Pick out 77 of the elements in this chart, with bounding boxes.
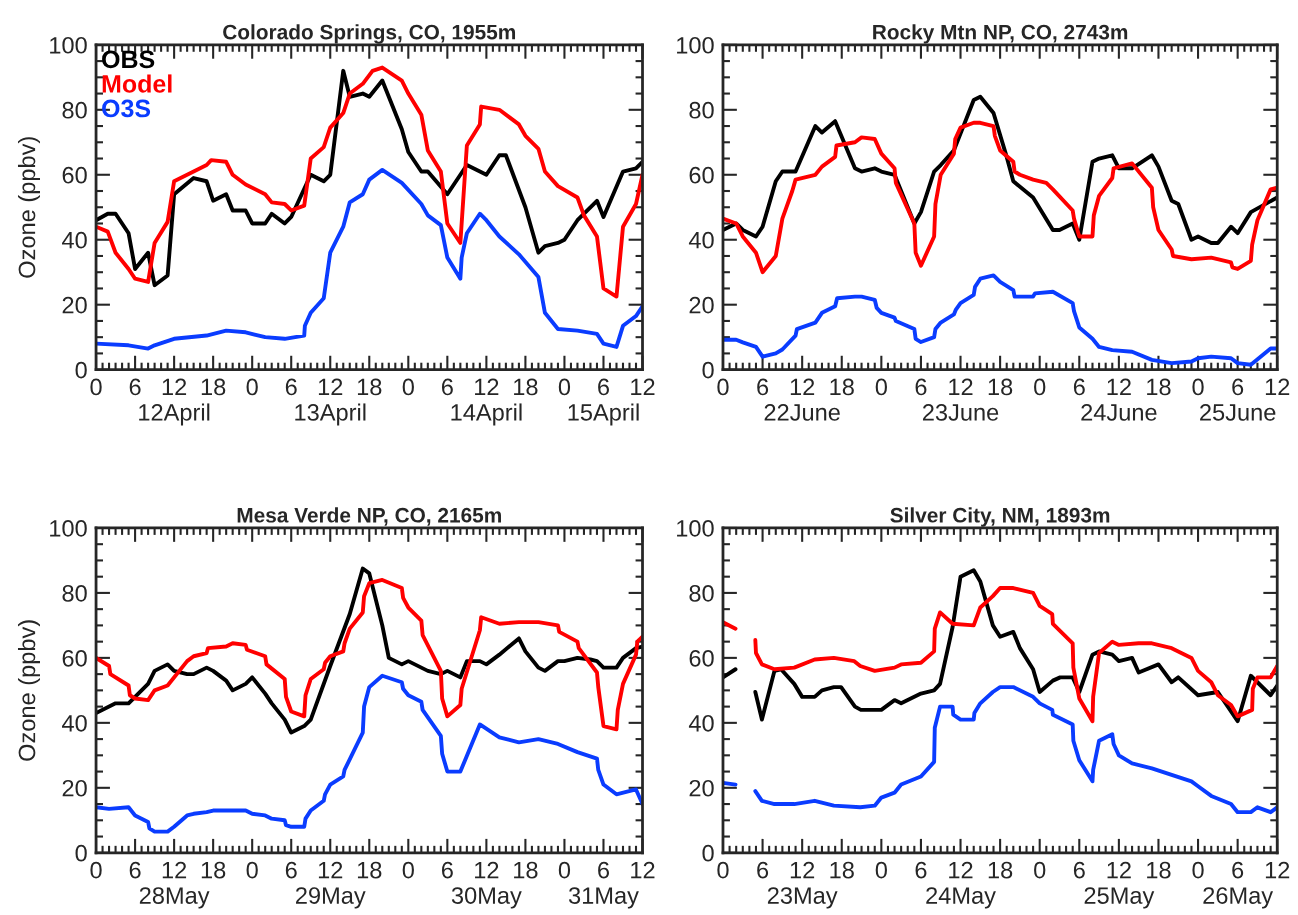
chart-title: Silver City, NM, 1893m [890,507,1110,527]
y-tick-label: 20 [62,296,87,314]
y-tick-label: 40 [62,231,87,249]
x-tick-label: 0 [558,378,571,396]
x-tick-label: 6 [441,378,453,396]
x-tick-label: 0 [1192,861,1204,879]
y-tick-label: 0 [75,844,87,862]
y-tick-label: 40 [62,714,87,732]
x-tick-label: 6 [129,861,141,879]
x-tick-label: 0 [717,378,729,396]
y-tick-label: 40 [688,714,714,732]
x-tick-label: 6 [285,378,297,396]
x-tick-label: 18 [988,861,1013,879]
x-tick-label: 18 [1147,378,1171,396]
x-tick-label: 12 [631,378,655,396]
y-tick-label: 100 [50,36,87,54]
x-tick-label: 0 [246,861,258,879]
x-tick-label: 18 [514,861,538,879]
x-tick-label: 0 [402,378,414,396]
chart-title: Colorado Springs, CO, 1955m [223,24,516,44]
x-tick-label: 18 [1147,861,1171,879]
x-tick-label: 0 [90,861,102,879]
y-tick-label: 40 [688,231,714,249]
x-tick-label: 0 [1034,861,1046,879]
x-tick-label: 0 [875,378,887,396]
text: OBS [102,50,155,69]
text: O3S [102,99,151,118]
x-tick-label: 0 [875,861,887,879]
y-tick-label: 20 [62,779,87,797]
y-tick-label: 0 [75,361,87,379]
x-tick-label: 0 [558,861,571,879]
x-tick-label: 6 [1073,861,1085,879]
x-tick-label: 0 [1034,378,1046,396]
x-tick-label: 12 [1265,378,1290,396]
x-tick-label: 12 [1265,861,1290,879]
y-tick-label: 100 [677,36,714,54]
x-tick-label: 6 [1073,378,1085,396]
x-tick-label: 6 [757,861,769,879]
y-tick-label: 60 [62,649,87,667]
y-tick-label: 80 [689,101,714,119]
x-tick-label: 6 [285,861,297,879]
x-tick-label: 6 [915,378,927,396]
y-tick-label: 80 [62,584,87,602]
y-tick-label: 20 [689,779,714,797]
y-tick-label: 100 [50,520,87,537]
y-tick-label: 80 [689,584,714,602]
x-tick-label: 0 [1192,378,1204,396]
x-tick-label: 0 [90,378,102,396]
x-tick-label: 12 [631,861,655,879]
y-tick-label: 100 [677,520,714,537]
y-axis-title: Ozone (ppbv) [17,137,40,278]
y-axis-title: Ozone (ppbv) [17,620,40,761]
x-tick-label: 18 [201,378,226,396]
x-tick-label: 18 [514,378,538,396]
x-tick-label: 6 [441,861,453,879]
text: Model [102,74,172,93]
chart-title: Mesa Verde NP, CO, 2165m [237,507,501,526]
x-tick-label: 6 [915,861,927,879]
x-tick-label: 18 [201,861,226,879]
x-tick-label: 18 [830,378,854,396]
x-tick-label: 18 [357,861,382,879]
x-tick-label: 18 [988,378,1013,396]
chart-title: Rocky Mtn NP, CO, 2743m [873,24,1128,44]
x-tick-label: 18 [830,861,854,879]
y-tick-label: 20 [689,296,714,314]
y-tick-label: 80 [62,101,87,119]
y-tick-label: 60 [689,649,714,667]
x-tick-label: 6 [129,378,141,396]
x-tick-label: 18 [357,378,382,396]
y-tick-label: 0 [702,844,714,862]
y-tick-label: 60 [689,166,714,184]
x-tick-label: 6 [757,378,769,396]
x-tick-label: 0 [402,861,414,879]
x-tick-label: 0 [717,861,729,879]
y-tick-label: 0 [702,361,714,379]
x-tick-label: 0 [246,378,258,396]
y-tick-label: 60 [62,166,87,184]
